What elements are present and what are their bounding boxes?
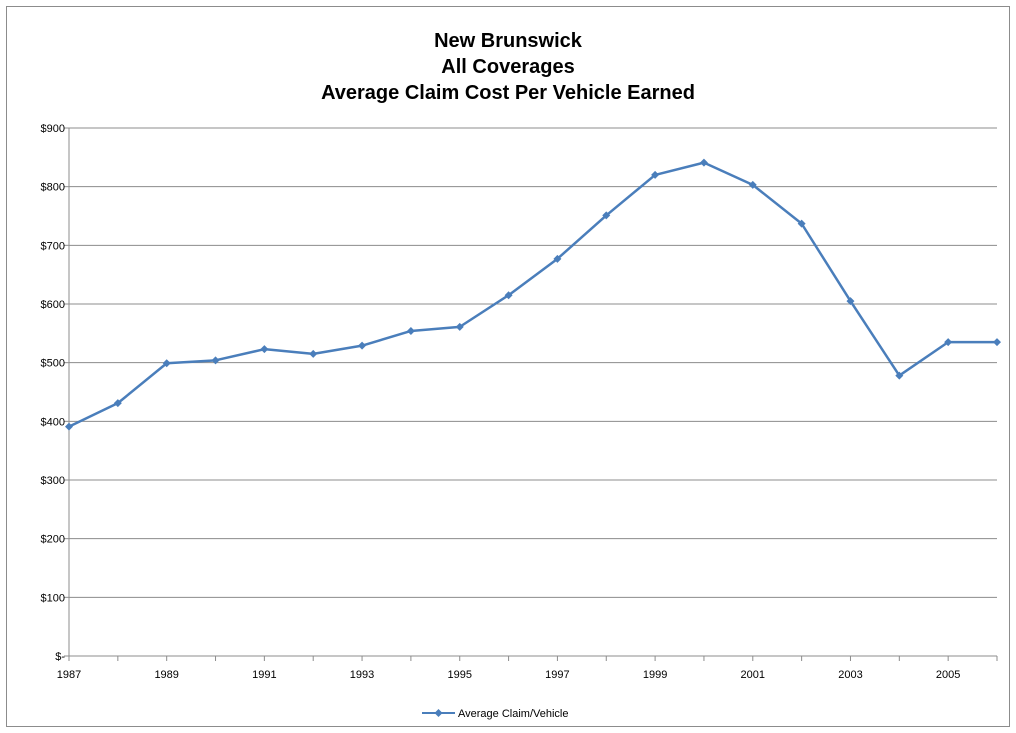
legend: Average Claim/Vehicle	[422, 708, 568, 720]
chart-title-line-1: New Brunswick	[434, 30, 582, 52]
data-point	[455, 322, 464, 331]
data-point	[602, 211, 611, 220]
data-point	[113, 399, 122, 408]
chart-title-line-2: All Coverages	[441, 56, 575, 78]
x-tick-label: 2001	[741, 669, 765, 681]
data-point	[65, 422, 73, 431]
x-tick-label: 1997	[545, 669, 569, 681]
chart-title: New Brunswick All Coverages Average Clai…	[0, 28, 1016, 106]
x-tick-label: 2003	[838, 669, 862, 681]
data-point	[406, 326, 415, 335]
data-point	[309, 349, 318, 358]
data-point	[748, 180, 757, 189]
x-tick-label: 1995	[447, 669, 471, 681]
y-tick-label: $900	[41, 123, 65, 135]
chart-title-line-3: Average Claim Cost Per Vehicle Earned	[321, 82, 695, 104]
data-point	[846, 297, 855, 306]
data-point	[993, 338, 1001, 347]
y-tick-label: $700	[41, 240, 65, 252]
data-point	[504, 291, 513, 300]
data-point	[651, 170, 660, 179]
legend-label-average-claim-vehicle: Average Claim/Vehicle	[458, 708, 568, 720]
data-point	[211, 356, 220, 365]
data-point	[895, 371, 904, 380]
x-tick-label: 2005	[936, 669, 960, 681]
y-tick-label: $300	[41, 475, 65, 487]
data-point	[358, 341, 367, 350]
data-point	[162, 359, 171, 368]
series-line	[68, 161, 997, 428]
data-point	[699, 158, 708, 167]
axes	[64, 127, 998, 661]
data-point	[553, 254, 562, 263]
x-axis-tick-labels: 1987 1989 1991 1993 1995 1997 1999 2001 2003 2005	[57, 669, 961, 681]
data-point	[260, 345, 269, 354]
y-tick-label: $400	[41, 416, 65, 428]
legend-swatch-marker	[434, 709, 443, 717]
data-point	[797, 219, 806, 228]
y-tick-label: $500	[41, 358, 65, 370]
y-tick-label: $-	[55, 651, 65, 663]
series-group	[65, 158, 1001, 431]
x-tick-label: 1991	[252, 669, 276, 681]
y-tick-label: $600	[41, 299, 65, 311]
x-tick-label: 1999	[643, 669, 667, 681]
gridlines	[69, 127, 997, 598]
data-point	[944, 338, 953, 347]
y-axis-tick-labels: $- $100 $200 $300 $400 $500 $600 $700 $800 $900	[41, 123, 66, 663]
y-tick-label: $200	[41, 534, 65, 546]
y-tick-label: $100	[41, 592, 65, 604]
x-tick-label: 1993	[350, 669, 374, 681]
x-tick-label: 1989	[154, 669, 178, 681]
y-tick-label: $800	[41, 182, 65, 194]
x-tick-label: 1987	[57, 669, 81, 681]
chart-frame	[6, 6, 1010, 727]
